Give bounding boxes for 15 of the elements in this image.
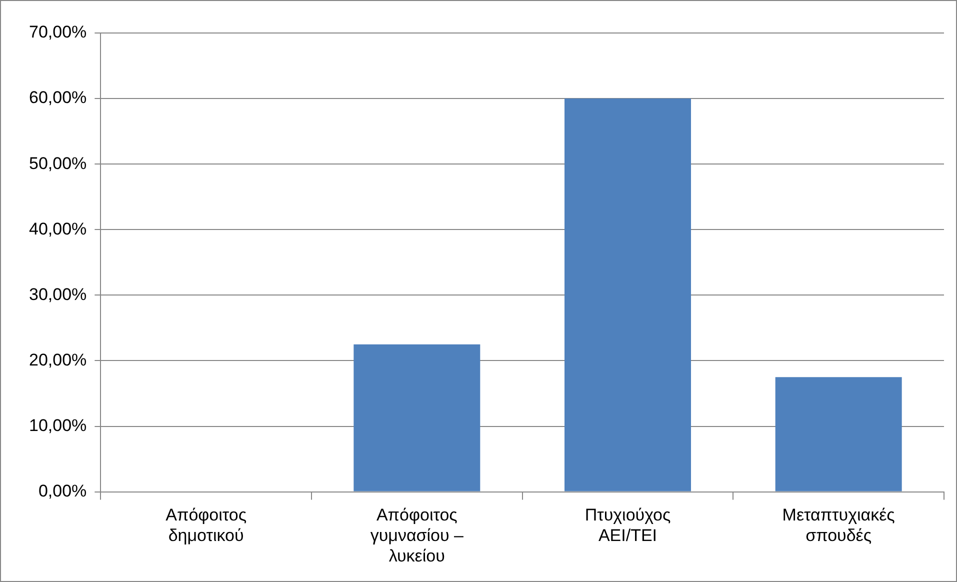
bar <box>775 377 902 492</box>
bar <box>354 344 480 492</box>
x-tick-label: Πτυχιούχος ΑΕΙ/ΤΕΙ <box>584 506 671 546</box>
y-tick-label: 50,00% <box>28 154 87 173</box>
y-tick-label: 10,00% <box>28 416 87 435</box>
bar <box>564 98 691 492</box>
y-tick-label: 40,00% <box>28 219 87 238</box>
y-tick-label: 0,00% <box>38 481 87 500</box>
x-tick-label: Μεταπτυχιακές σπουδές <box>782 506 895 546</box>
x-tick-label: Απόφοιτος γυμνασίου – λυκείου <box>370 506 464 566</box>
y-tick-label: 70,00% <box>28 22 87 42</box>
y-tick-label: 30,00% <box>28 284 87 304</box>
y-tick-label: 60,00% <box>28 88 87 108</box>
y-tick-label: 20,00% <box>28 350 87 370</box>
x-tick-label: Απόφοιτος δημοτικού <box>166 506 247 546</box>
